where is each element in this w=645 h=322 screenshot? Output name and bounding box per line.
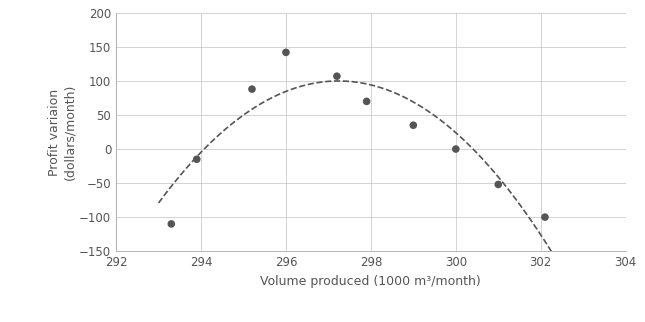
Point: [332, 74, 342, 79]
Point: [540, 214, 550, 220]
Point: [408, 123, 419, 128]
Point: [451, 147, 461, 152]
X-axis label: Volume produced (1000 m³/month): Volume produced (1000 m³/month): [261, 275, 481, 288]
Y-axis label: Profit variaion
(dollars/month): Profit variaion (dollars/month): [48, 84, 76, 180]
Point: [247, 87, 257, 92]
Point: [361, 99, 372, 104]
Point: [166, 221, 177, 226]
Point: [493, 182, 504, 187]
Point: [281, 50, 291, 55]
Point: [192, 157, 202, 162]
